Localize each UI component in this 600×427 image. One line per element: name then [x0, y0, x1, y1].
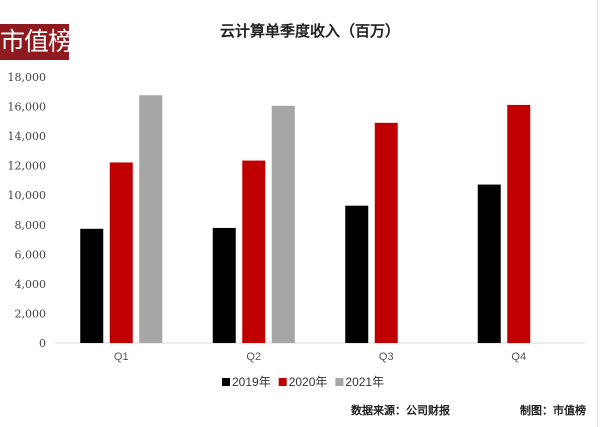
y-tick-label: 4,000: [15, 278, 47, 291]
made-by-note: 制图：市值榜: [520, 404, 586, 417]
bar-2020年-Q4: [507, 104, 531, 343]
x-tick-label: Q2: [246, 351, 261, 363]
y-tick-label: 0: [39, 337, 46, 350]
x-tick-label: Q3: [379, 351, 394, 363]
bar-2020年-Q1: [109, 162, 133, 343]
x-tick-label: Q1: [114, 351, 129, 363]
bar-2019年-Q2: [212, 227, 236, 343]
bar-2019年-Q3: [345, 205, 369, 343]
y-tick-label: 12,000: [8, 160, 47, 173]
logo: 市值榜: [0, 24, 69, 60]
y-tick-label: 8,000: [15, 219, 47, 232]
legend-swatch: [278, 378, 287, 386]
y-tick-label: 18,000: [8, 71, 47, 84]
y-tick-label: 16,000: [8, 101, 47, 114]
y-tick-label: 10,000: [8, 189, 47, 202]
bar-2019年-Q4: [477, 184, 501, 343]
bar-2021年-Q1: [139, 95, 163, 344]
bar-2020年-Q2: [242, 160, 266, 343]
bar-2019年-Q1: [80, 228, 104, 343]
legend-label: 2021年: [345, 375, 384, 389]
y-tick-label: 6,000: [15, 248, 47, 261]
legend-swatch: [335, 378, 344, 386]
legend-label: 2019年: [232, 375, 271, 389]
source-note: 数据来源：公司财报: [351, 404, 450, 417]
legend-label: 2020年: [289, 375, 328, 389]
divider: [597, 0, 598, 427]
legend-swatch: [222, 378, 230, 386]
x-tick-label: Q4: [511, 351, 526, 363]
bar-2021年-Q2: [271, 105, 295, 344]
y-tick-label: 14,000: [8, 130, 47, 143]
chart-title: 云计算单季度收入（百万）: [219, 22, 400, 40]
bar-2020年-Q3: [374, 122, 398, 343]
y-tick-label: 2,000: [15, 307, 47, 320]
